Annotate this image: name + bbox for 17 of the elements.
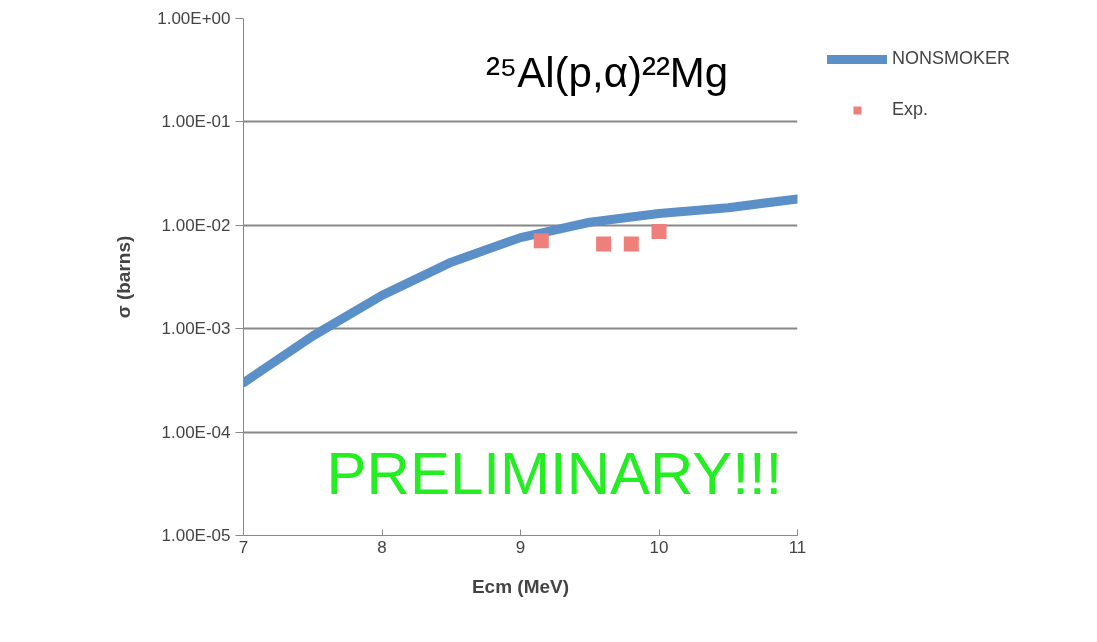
y-tick-label: 1.00E-02 (161, 215, 231, 235)
x-tick-label: 11 (788, 537, 807, 557)
text: ²⁵Al(p,α)²²Mg (485, 49, 729, 97)
y-tick-label: 1.00E-01 (161, 112, 231, 132)
x-tick-label: 9 (515, 537, 526, 557)
y-tick-label: 1.00E-04 (161, 422, 231, 442)
y-axis-title: σ (barns) (113, 235, 135, 319)
legend-label: Exp. (892, 99, 930, 120)
x-axis-title: Ecm (MeV) (471, 575, 570, 597)
x-tick-label: 10 (649, 537, 669, 557)
x-tick-label: 8 (377, 537, 387, 557)
legend-label: NONSMOKER (892, 48, 1011, 69)
annotation: PRELIMINARY!!! (326, 439, 783, 507)
y-tick-label: 1.00E-03 (161, 319, 231, 339)
y-tick-label: 1.00E+00 (157, 9, 231, 28)
y-tick-label: 1.00E-05 (161, 526, 231, 545)
x-tick-label: 7 (238, 537, 249, 557)
